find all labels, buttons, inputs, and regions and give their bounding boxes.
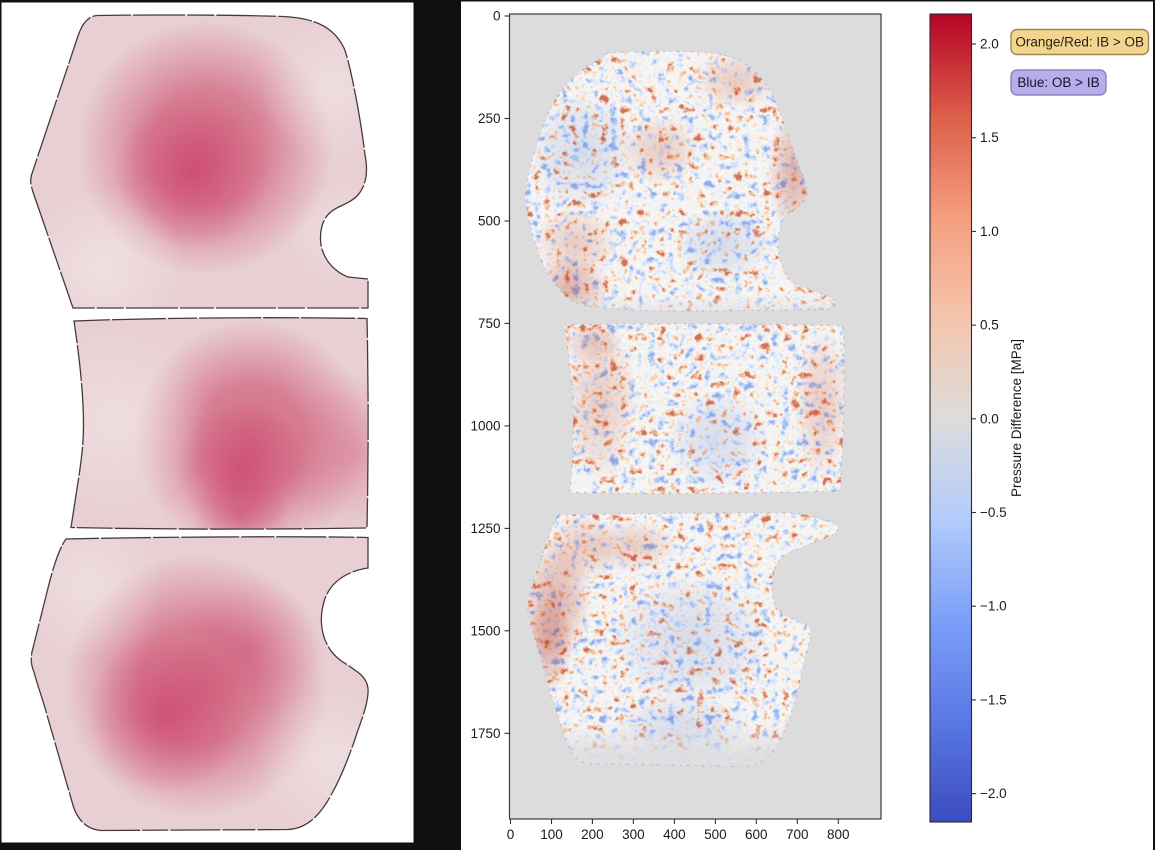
svg-text:500: 500 [478, 214, 501, 229]
svg-text:−0.5: −0.5 [980, 505, 1007, 520]
svg-text:−1.5: −1.5 [980, 692, 1007, 707]
svg-text:600: 600 [745, 827, 768, 842]
svg-text:400: 400 [663, 827, 686, 842]
svg-text:0.5: 0.5 [980, 318, 999, 333]
svg-text:700: 700 [786, 827, 809, 842]
svg-text:250: 250 [478, 111, 501, 126]
svg-text:Pressure Difference [MPa]: Pressure Difference [MPa] [1009, 339, 1024, 497]
svg-text:−2.0: −2.0 [980, 786, 1007, 801]
svg-text:2.0: 2.0 [980, 37, 999, 52]
svg-text:1.0: 1.0 [980, 224, 999, 239]
svg-text:1500: 1500 [470, 623, 500, 638]
svg-text:750: 750 [478, 316, 501, 331]
svg-text:100: 100 [540, 827, 563, 842]
svg-text:500: 500 [704, 827, 727, 842]
svg-text:800: 800 [827, 827, 850, 842]
svg-text:1250: 1250 [470, 521, 500, 536]
svg-text:0.0: 0.0 [980, 411, 999, 426]
svg-text:0: 0 [507, 827, 515, 842]
svg-text:−1.0: −1.0 [980, 599, 1007, 614]
svg-text:0: 0 [493, 9, 501, 24]
svg-text:1750: 1750 [470, 726, 500, 741]
svg-text:1.5: 1.5 [980, 130, 999, 145]
svg-text:1000: 1000 [470, 418, 500, 433]
svg-text:300: 300 [622, 827, 645, 842]
svg-text:Orange/Red: IB > OB: Orange/Red: IB > OB [1015, 35, 1144, 50]
svg-text:Blue: OB > IB: Blue: OB > IB [1017, 75, 1099, 90]
svg-text:200: 200 [581, 827, 604, 842]
